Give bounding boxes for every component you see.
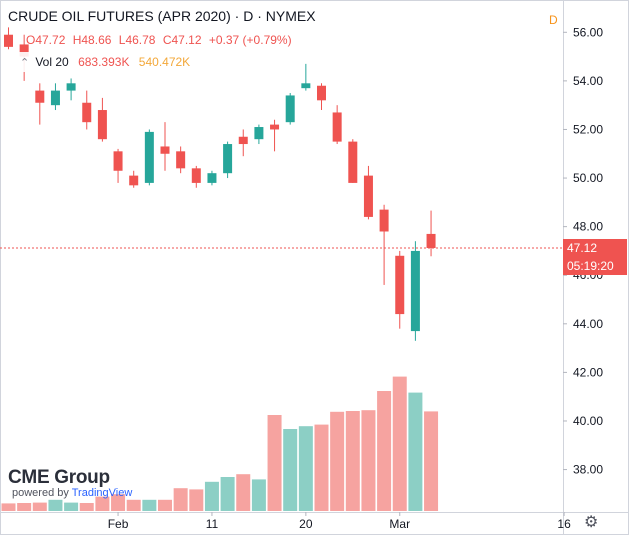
candle-body — [379, 209, 389, 232]
x-tick-label: 16 — [557, 517, 571, 531]
volume-bar — [392, 376, 407, 511]
tradingview-link[interactable]: TradingView — [71, 487, 133, 499]
open-value: O47.72 — [26, 33, 66, 47]
candle-body — [254, 127, 264, 140]
symbol-title[interactable]: CRUDE OIL FUTURES (APR 2020) · D · NYMEX — [8, 8, 316, 24]
y-tick-label: 48.00 — [573, 220, 603, 234]
candle-body — [207, 173, 217, 183]
candle-body — [97, 110, 107, 140]
volume-bar — [267, 415, 282, 511]
candle-body — [270, 124, 280, 130]
candle-body — [317, 85, 326, 101]
candle-body — [238, 136, 248, 145]
volume-bar — [189, 489, 204, 511]
volume-bar — [32, 502, 47, 511]
x-tick-label: 20 — [299, 517, 313, 531]
volume-bar — [79, 503, 94, 511]
y-tick-label: 38.00 — [573, 463, 603, 477]
volume-bar — [17, 503, 32, 511]
volume-bar — [95, 496, 110, 511]
volume-bar — [424, 411, 439, 511]
volume-ma-value: 540.472K — [138, 55, 191, 69]
y-tick-label: 50.00 — [573, 171, 603, 185]
candle-body — [301, 83, 311, 89]
volume-bar — [283, 429, 298, 511]
volume-bar — [111, 494, 126, 511]
volume-bar — [126, 499, 141, 511]
candle-body — [191, 168, 201, 183]
candle-body — [50, 90, 60, 106]
candle-body — [176, 151, 186, 169]
countdown-tag: 05:19:20 — [563, 257, 627, 275]
volume-bar — [236, 474, 251, 511]
candle-body — [129, 175, 139, 186]
candle-body — [144, 131, 154, 183]
candle-body — [426, 233, 436, 249]
volume-bar — [64, 502, 79, 511]
powered-by-text: powered by — [12, 487, 69, 499]
candle-body — [66, 83, 76, 91]
volume-bar — [48, 499, 63, 511]
candle-body — [223, 144, 233, 174]
low-value: L46.78 — [118, 33, 156, 47]
volume-bar — [377, 391, 392, 511]
volume-bar — [173, 488, 188, 511]
volume-bar — [408, 392, 423, 511]
y-tick-label: 52.00 — [573, 122, 603, 136]
logo-text: CME Group — [8, 467, 110, 488]
gear-icon[interactable]: ⚙ — [584, 514, 599, 531]
powered-by: powered by TradingView — [12, 487, 132, 499]
volume-bar — [251, 479, 266, 511]
candle-body — [113, 151, 123, 171]
cme-logo[interactable]: CME Group powered by TradingView — [8, 467, 132, 499]
candle-body — [363, 175, 373, 217]
volume-bar — [142, 499, 157, 511]
x-tick-label: 11 — [206, 517, 219, 531]
volume-bar — [204, 481, 219, 511]
volume-bar — [330, 411, 345, 511]
volume-bar — [298, 426, 313, 511]
chart-title: CRUDE OIL FUTURES (APR 2020) · D · NYMEX — [8, 8, 316, 24]
candle-body — [348, 141, 358, 183]
volume-bar — [1, 503, 16, 511]
y-tick-label: 44.00 — [573, 317, 603, 331]
candle-body — [82, 102, 92, 123]
candle-body — [410, 250, 420, 332]
chevron-up-icon[interactable]: ⌃ — [20, 57, 30, 69]
candle-body — [160, 146, 170, 154]
candle-body — [285, 95, 295, 123]
y-tick-label: 54.00 — [573, 74, 603, 88]
candle-body — [35, 90, 45, 103]
volume-bar — [220, 477, 235, 511]
candle-body — [395, 255, 405, 315]
change-value: +0.37 (+0.79%) — [208, 33, 292, 47]
x-tick-label: Feb — [108, 517, 129, 531]
volume-bar — [314, 424, 329, 511]
y-tick-label: 42.00 — [573, 365, 603, 379]
ohlc-legend: O47.72 H48.66 L46.78 C47.12 +0.37 (+0.79… — [26, 33, 296, 47]
volume-value: 683.393K — [78, 55, 130, 69]
volume-legend[interactable]: ⌃ Vol 20 683.393K 540.472K — [14, 52, 197, 72]
candle-body — [332, 112, 342, 142]
volume-bar — [361, 410, 376, 511]
y-tick-label: 40.00 — [573, 414, 603, 428]
dividend-flag[interactable]: D — [549, 13, 558, 27]
x-tick-label: Mar — [389, 517, 410, 531]
volume-label: Vol 20 — [35, 55, 69, 69]
y-tick-label: 56.00 — [573, 25, 603, 39]
last-price-tag: 47.12 — [563, 239, 627, 257]
close-value: C47.12 — [162, 33, 202, 47]
volume-bar — [345, 411, 360, 511]
candle-body — [4, 34, 13, 47]
volume-bar — [158, 499, 172, 511]
candle-body — [19, 44, 29, 57]
high-value: H48.66 — [72, 33, 112, 47]
